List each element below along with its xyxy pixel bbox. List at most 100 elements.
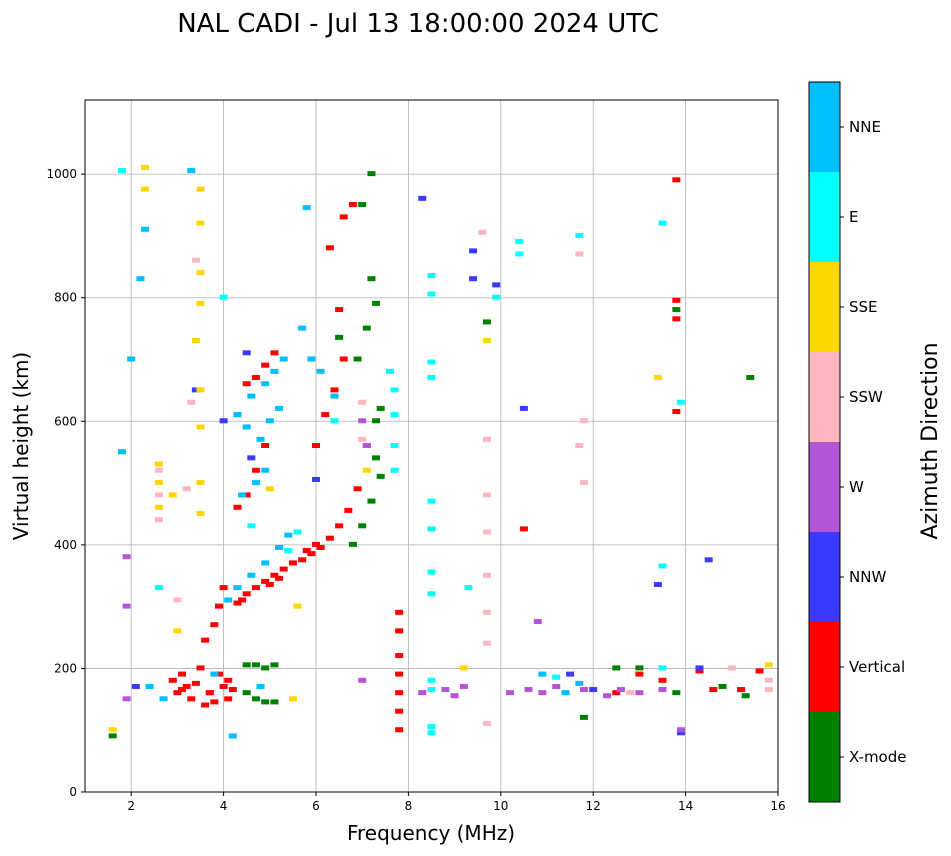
point-x-mode: [635, 665, 644, 671]
point-nnw: [242, 350, 251, 356]
x-tick-label: 10: [493, 799, 508, 813]
y-tick-label: 400: [54, 538, 77, 552]
point-vertical: [321, 412, 330, 418]
x-tick-label: 4: [220, 799, 228, 813]
colorbar-title: Azimuth Direction: [918, 342, 943, 539]
point-nne: [265, 418, 274, 424]
point-x-mode: [261, 699, 270, 705]
point-vertical: [205, 690, 214, 696]
x-tick-label: 16: [770, 799, 785, 813]
point-sse: [191, 337, 200, 343]
point-ssw: [482, 492, 491, 498]
point-vertical: [395, 609, 404, 615]
point-vertical: [210, 699, 219, 705]
y-axis-label: Virtual height (km): [9, 352, 33, 541]
point-ssw: [154, 467, 163, 473]
point-ssw: [579, 480, 588, 486]
point-vertical: [270, 350, 279, 356]
point-sse: [141, 186, 150, 192]
point-vertical: [348, 202, 357, 208]
point-x-mode: [358, 523, 367, 529]
point-vertical: [233, 504, 242, 510]
point-e: [658, 563, 667, 569]
point-vertical: [519, 526, 528, 532]
point-x-mode: [251, 662, 260, 668]
point-ssw: [187, 399, 196, 405]
point-e: [427, 526, 436, 532]
point-w: [635, 690, 644, 696]
point-vertical: [270, 572, 279, 578]
y-tick-label: 600: [54, 414, 77, 428]
point-x-mode: [376, 405, 385, 411]
point-e: [390, 387, 399, 393]
point-w: [533, 619, 542, 625]
point-x-mode: [270, 699, 279, 705]
point-sse: [265, 486, 274, 492]
point-vertical: [178, 671, 187, 677]
plot-area: [85, 100, 778, 792]
point-nnw: [519, 405, 528, 411]
point-nne: [117, 449, 126, 455]
point-nne: [284, 532, 293, 538]
point-nne: [275, 405, 284, 411]
point-vertical: [261, 578, 270, 584]
point-nne: [187, 168, 196, 174]
point-ssw: [191, 257, 200, 263]
point-vertical: [395, 690, 404, 696]
colorbar-label-nne: NNE: [849, 118, 881, 136]
point-vertical: [672, 177, 681, 183]
point-nnw: [219, 418, 228, 424]
colorbar-label-sse: SSE: [849, 298, 878, 316]
colorbar-swatch-nne: [809, 82, 840, 172]
point-vertical: [395, 727, 404, 733]
point-x-mode: [261, 665, 270, 671]
point-vertical: [173, 690, 182, 696]
y-tick-label: 800: [54, 291, 77, 305]
point-vertical: [251, 585, 260, 591]
x-tick-label: 8: [405, 799, 413, 813]
colorbar-label-w: W: [849, 478, 864, 496]
y-axis: 0 200 400 600 800 1000: [46, 167, 85, 799]
point-nnw: [695, 665, 704, 671]
point-vertical: [191, 680, 200, 686]
point-w: [122, 696, 131, 702]
point-x-mode: [579, 714, 588, 720]
point-vertical: [214, 671, 223, 677]
point-vertical: [224, 696, 233, 702]
point-e: [247, 523, 256, 529]
point-vertical: [210, 622, 219, 628]
point-nnw: [589, 687, 598, 693]
colorbar-label-ssw: SSW: [849, 388, 883, 406]
point-nne: [275, 544, 284, 550]
point-x-mode: [242, 690, 251, 696]
point-sse: [764, 662, 773, 668]
point-sse: [653, 375, 662, 381]
point-e: [427, 724, 436, 730]
point-ssw: [358, 436, 367, 442]
point-e: [515, 239, 524, 245]
point-e: [427, 569, 436, 575]
point-sse: [293, 603, 302, 609]
point-vertical: [242, 591, 251, 597]
point-sse: [288, 696, 297, 702]
point-sse: [362, 467, 371, 473]
point-nne: [261, 467, 270, 473]
point-w: [441, 687, 450, 693]
point-vertical: [695, 668, 704, 674]
point-vertical: [635, 671, 644, 677]
point-nne: [141, 226, 150, 232]
point-ssw: [764, 677, 773, 683]
point-nnw: [676, 730, 685, 736]
point-ssw: [482, 721, 491, 727]
point-nne: [330, 393, 339, 399]
point-vertical: [672, 297, 681, 303]
point-nne: [247, 393, 256, 399]
point-x-mode: [718, 683, 727, 689]
point-sse: [196, 300, 205, 306]
point-x-mode: [367, 498, 376, 504]
point-e: [219, 294, 228, 300]
point-nnw: [469, 276, 478, 282]
point-sse: [108, 727, 117, 733]
point-nne: [210, 671, 219, 677]
point-x-mode: [367, 171, 376, 177]
